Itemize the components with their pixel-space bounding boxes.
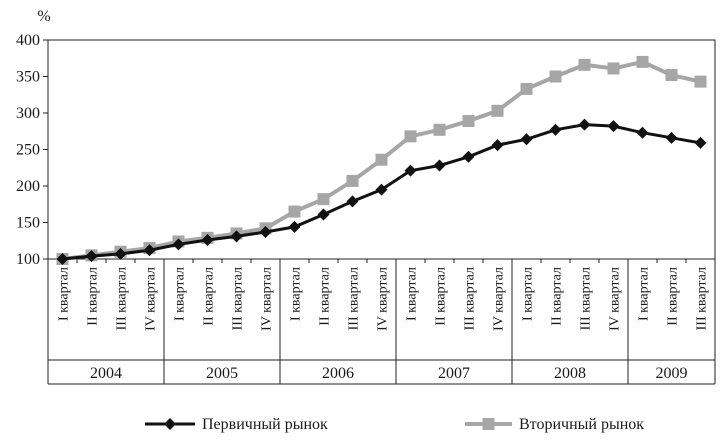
year-label: 2008 xyxy=(554,365,586,382)
year-label: 2009 xyxy=(656,365,688,382)
data-point xyxy=(549,123,562,136)
data-point xyxy=(462,115,475,128)
x-tick-label: I квартал xyxy=(405,267,420,321)
x-tick-label: II квартал xyxy=(86,267,101,326)
data-point xyxy=(665,69,678,82)
data-point xyxy=(520,82,533,95)
x-tick-label: II квартал xyxy=(550,267,565,326)
legend-marker xyxy=(164,418,176,430)
y-tick-label: 400 xyxy=(16,32,40,49)
x-tick-label: I квартал xyxy=(289,267,304,321)
data-point xyxy=(172,238,185,251)
data-point xyxy=(520,133,533,146)
x-tick-label: III квартал xyxy=(463,267,478,330)
data-point xyxy=(56,253,69,265)
data-point xyxy=(694,75,707,88)
x-axis-year-labels: 2004 2005 2006 2007 2008 2009 xyxy=(90,259,688,384)
data-point xyxy=(317,208,330,221)
x-tick-label: III квартал xyxy=(579,267,594,330)
series-1 xyxy=(56,118,707,265)
data-point xyxy=(433,159,446,172)
data-point xyxy=(346,195,359,208)
x-tick-label: III квартал xyxy=(695,267,710,330)
legend: Первичный рынок Вторичный рынок xyxy=(145,416,644,433)
legend-label: Первичный рынок xyxy=(202,416,328,433)
data-point xyxy=(607,62,620,75)
x-tick-label: II квартал xyxy=(202,267,217,326)
x-tick-label: I квартал xyxy=(173,267,188,321)
year-label: 2004 xyxy=(90,365,122,382)
x-tick-label: IV квартал xyxy=(260,267,275,331)
series-lines xyxy=(56,55,707,265)
x-tick-label: II квартал xyxy=(666,267,681,326)
x-tick-label: II квартал xyxy=(434,267,449,326)
data-point xyxy=(607,120,620,133)
data-point xyxy=(143,244,156,257)
data-point xyxy=(317,193,330,206)
x-tick-label: IV квартал xyxy=(376,267,391,331)
y-tick-label: 100 xyxy=(16,251,40,268)
x-tick-label: I квартал xyxy=(521,267,536,321)
data-point xyxy=(636,55,649,68)
data-point xyxy=(433,123,446,136)
data-point xyxy=(578,58,591,71)
x-tick-label: I квартал xyxy=(57,267,72,321)
data-point xyxy=(375,153,388,166)
y-tick-label: 150 xyxy=(16,215,40,232)
x-axis-quarter-labels: I квартал II квартал III квартал IV квартал… xyxy=(57,259,716,331)
data-point xyxy=(404,130,417,143)
x-tick-label: III квартал xyxy=(347,267,362,330)
year-label: 2005 xyxy=(206,365,238,382)
data-point xyxy=(578,118,591,131)
data-point xyxy=(549,70,562,83)
data-point xyxy=(288,205,301,218)
x-tick-label: IV квартал xyxy=(144,267,159,331)
data-point xyxy=(375,183,388,196)
data-point xyxy=(114,247,127,260)
data-point xyxy=(404,164,417,177)
x-tick-label: II квартал xyxy=(318,267,333,326)
year-label: 2007 xyxy=(438,365,470,382)
x-tick-label: III квартал xyxy=(115,267,130,330)
legend-label: Вторичный рынок xyxy=(519,416,644,433)
y-tick-label: 250 xyxy=(16,142,40,159)
data-point xyxy=(491,104,504,117)
axes xyxy=(47,39,716,385)
data-point xyxy=(259,225,272,238)
data-point xyxy=(694,136,707,149)
y-axis-unit-label: % xyxy=(37,8,50,25)
series-2 xyxy=(56,55,707,265)
data-point xyxy=(85,250,98,263)
data-point xyxy=(665,131,678,144)
y-axis-ticks: 100 150 200 250 300 350 400 xyxy=(16,32,48,268)
data-point xyxy=(201,234,214,247)
y-tick-label: 300 xyxy=(16,105,40,122)
x-tick-label: III квартал xyxy=(231,267,246,330)
x-tick-label: IV квартал xyxy=(492,267,507,331)
x-tick-label: IV квартал xyxy=(608,267,623,331)
data-point xyxy=(491,139,504,152)
data-point xyxy=(462,150,475,163)
y-tick-label: 350 xyxy=(16,69,40,86)
data-point xyxy=(230,230,243,243)
data-point xyxy=(346,174,359,187)
y-tick-label: 200 xyxy=(16,178,40,195)
legend-marker xyxy=(482,418,495,430)
year-label: 2006 xyxy=(322,365,354,382)
data-point xyxy=(636,126,649,139)
x-tick-label: I квартал xyxy=(637,267,652,321)
data-point xyxy=(288,220,301,233)
